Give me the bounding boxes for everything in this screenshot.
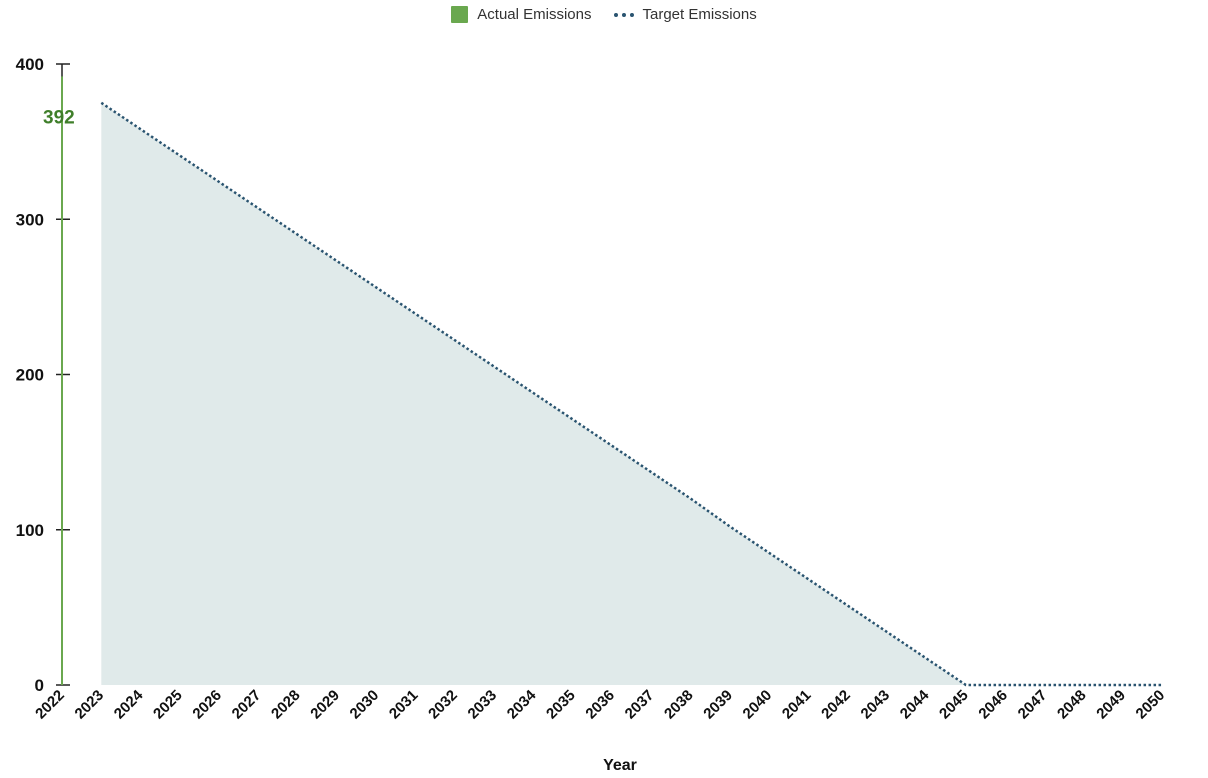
target-area-fill: [101, 102, 1163, 685]
x-tick-label: 2025: [150, 687, 186, 723]
x-tick-label: 2032: [425, 687, 461, 723]
legend-item-actual[interactable]: Actual Emissions: [451, 6, 592, 23]
x-tick-label: 2050: [1133, 687, 1169, 723]
x-tick-label: 2033: [465, 687, 501, 723]
actual-emissions-data-label: 392: [43, 107, 75, 128]
x-tick-label: 2042: [818, 687, 854, 723]
x-tick-label: 2035: [543, 687, 579, 723]
y-tick-label: 300: [16, 210, 44, 229]
y-tick-label: 200: [16, 366, 44, 385]
x-tick-label: 2030: [347, 687, 383, 723]
x-tick-label: 2046: [975, 687, 1011, 723]
x-tick-label: 2048: [1054, 687, 1090, 723]
x-tick-label: 2034: [504, 686, 540, 722]
y-tick-label: 100: [16, 521, 44, 540]
legend-label-actual: Actual Emissions: [477, 6, 592, 23]
x-tick-label: 2041: [779, 687, 815, 723]
legend-label-target: Target Emissions: [642, 6, 757, 23]
x-tick-label: 2043: [858, 687, 894, 723]
x-tick-label: 2024: [111, 686, 147, 722]
x-axis-title: Year: [603, 757, 637, 774]
x-tick-label: 2049: [1093, 687, 1129, 723]
legend-item-target[interactable]: Target Emissions: [613, 6, 757, 23]
x-tick-label: 2029: [307, 687, 343, 723]
x-tick-label: 2040: [740, 687, 776, 723]
x-tick-label: 2027: [229, 687, 265, 723]
x-tick-label: 2037: [622, 687, 658, 723]
legend-swatch-target: [613, 12, 634, 17]
x-tick-label: 2044: [897, 686, 933, 722]
x-tick-label: 2026: [189, 687, 225, 723]
chart-legend: Actual Emissions Target Emissions: [0, 6, 1208, 23]
x-axis-ticks: 2022 2023 2024 2025 2026 2027 2028 2029 2030 2031…: [32, 686, 1168, 722]
x-tick-label: 2047: [1015, 687, 1051, 723]
y-tick-label: 0: [35, 676, 44, 695]
actual-emissions-bars: 392: [43, 76, 75, 686]
target-emissions-line: [100, 101, 1163, 687]
actual-emissions-bar: [61, 76, 63, 686]
x-tick-label: 2045: [936, 687, 972, 723]
x-tick-label: 2039: [700, 687, 736, 723]
x-tick-label: 2028: [268, 687, 304, 723]
legend-swatch-actual: [451, 6, 469, 23]
x-tick-label: 2038: [661, 687, 697, 723]
x-tick-label: 2036: [582, 687, 618, 723]
x-tick-label: 2023: [72, 687, 108, 723]
x-tick-label: 2031: [386, 687, 422, 723]
y-tick-label: 400: [16, 55, 44, 74]
